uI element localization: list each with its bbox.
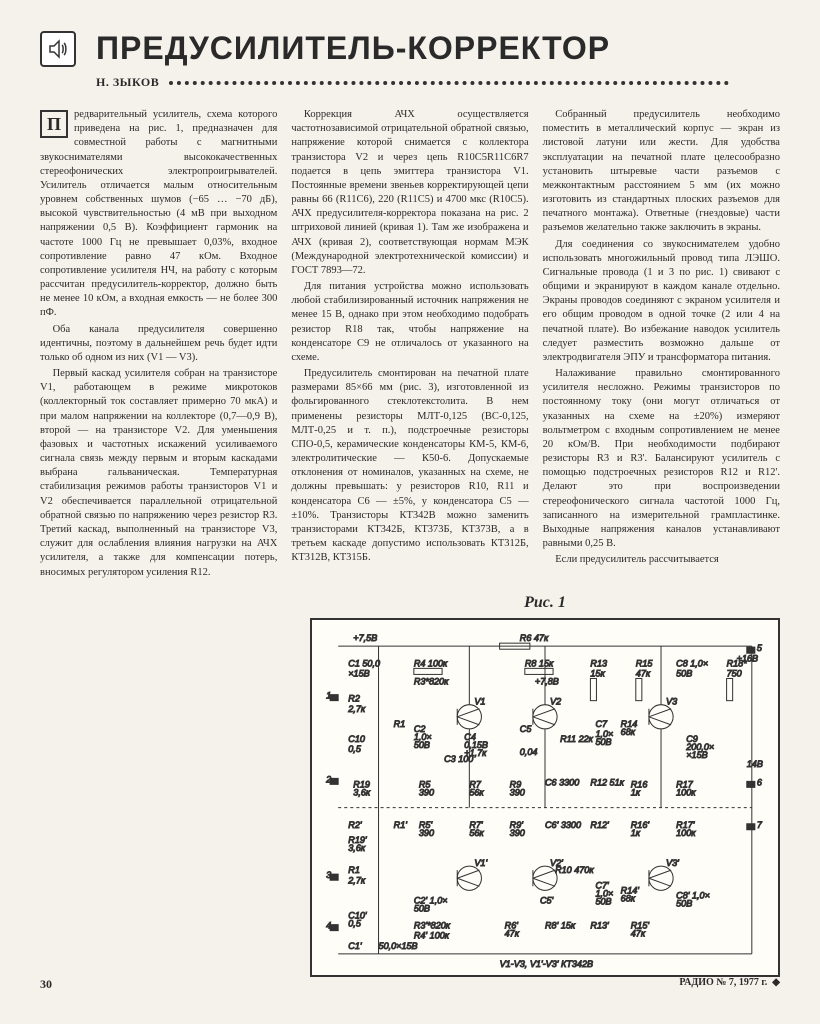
schematic-diagram: +7,5В R6 47к +16В 14В C1 50,0 ×15В R4 10… bbox=[310, 618, 780, 977]
svg-text:68к: 68к bbox=[621, 727, 636, 737]
svg-text:50В: 50В bbox=[676, 898, 692, 908]
svg-text:390: 390 bbox=[510, 828, 525, 838]
svg-text:2,7к: 2,7к bbox=[347, 875, 366, 885]
svg-text:47к: 47к bbox=[631, 928, 646, 938]
svg-text:50В: 50В bbox=[595, 896, 611, 906]
svg-text:+7,8В: +7,8В bbox=[535, 676, 559, 686]
svg-text:R10 470к: R10 470к bbox=[555, 865, 594, 875]
svg-text:C6 3300: C6 3300 bbox=[545, 777, 579, 787]
svg-text:50В: 50В bbox=[595, 737, 611, 747]
svg-text:50В: 50В bbox=[676, 668, 692, 678]
svg-text:R8' 15к: R8' 15к bbox=[545, 920, 576, 930]
svg-text:C6' 3300: C6' 3300 bbox=[545, 819, 581, 829]
para-2: Первый каскад усилителя собран на транзи… bbox=[40, 367, 277, 580]
svg-text:C5': C5' bbox=[540, 895, 554, 905]
svg-text:1к: 1к bbox=[631, 787, 641, 797]
svg-text:R3*820к: R3*820к bbox=[414, 676, 449, 686]
svg-text:50,0×15В: 50,0×15В bbox=[379, 941, 418, 951]
para-1: Оба канала предусилителя совершенно иден… bbox=[40, 323, 277, 366]
svg-text:R3'*820к: R3'*820к bbox=[414, 920, 451, 930]
svg-text:×15В: ×15В bbox=[686, 750, 707, 760]
svg-text:R4' 100к: R4' 100к bbox=[414, 930, 450, 940]
svg-text:1к: 1к bbox=[631, 828, 641, 838]
svg-text:C5: C5 bbox=[520, 724, 533, 734]
svg-text:R4 100к: R4 100к bbox=[414, 658, 448, 668]
footer-magazine: РАДИО № 7, 1977 г. ◆ bbox=[679, 977, 780, 992]
para-5: Предусилитель смонтирован на печатной пл… bbox=[291, 367, 528, 565]
para-3: Коррекция АЧХ осуществляется частотнозав… bbox=[291, 108, 528, 278]
svg-text:47к: 47к bbox=[505, 928, 520, 938]
svg-text:C1 50,0: C1 50,0 bbox=[348, 658, 380, 668]
dropcap: П bbox=[40, 110, 68, 138]
svg-text:3,6к: 3,6к bbox=[348, 843, 366, 853]
para-0: редварительный усилитель, схема которого… bbox=[40, 109, 277, 318]
para-9: Если предусилитель рассчитывается bbox=[543, 553, 780, 567]
speaker-icon bbox=[40, 31, 76, 67]
body-text: Предварительный усилитель, схема которог… bbox=[40, 108, 780, 580]
svg-text:7: 7 bbox=[757, 819, 763, 829]
svg-text:100к: 100к bbox=[676, 787, 696, 797]
svg-text:750: 750 bbox=[727, 668, 742, 678]
svg-text:R11 22к: R11 22к bbox=[560, 734, 594, 744]
svg-text:R2: R2 bbox=[348, 693, 360, 703]
svg-text:3,6к: 3,6к bbox=[353, 787, 371, 797]
svg-text:C1': C1' bbox=[348, 941, 362, 951]
svg-text:V2: V2 bbox=[550, 696, 561, 706]
svg-text:390: 390 bbox=[419, 828, 434, 838]
svg-text:68к: 68к bbox=[621, 893, 636, 903]
svg-text:100к: 100к bbox=[676, 828, 696, 838]
svg-text:C7: C7 bbox=[595, 719, 608, 729]
svg-text:50В: 50В bbox=[414, 740, 430, 750]
svg-text:47к: 47к bbox=[636, 668, 651, 678]
svg-text:15к: 15к bbox=[590, 668, 605, 678]
svg-text:R13': R13' bbox=[590, 920, 609, 930]
svg-text:14В: 14В bbox=[747, 759, 763, 769]
figure-label: Рис. 1 bbox=[310, 594, 780, 612]
svg-text:R12 51к: R12 51к bbox=[590, 777, 624, 787]
svg-text:56к: 56к bbox=[469, 828, 484, 838]
svg-text:V3': V3' bbox=[666, 858, 679, 868]
dotted-rule bbox=[169, 81, 729, 85]
svg-text:R1': R1' bbox=[394, 819, 408, 829]
svg-text:390: 390 bbox=[510, 787, 525, 797]
page-number: 30 bbox=[40, 977, 52, 992]
svg-text:0,5: 0,5 bbox=[348, 744, 362, 754]
para-7: Для соединения со звукоснимателем удобно… bbox=[543, 238, 780, 366]
svg-text:50В: 50В bbox=[414, 903, 430, 913]
svg-text:R8 15к: R8 15к bbox=[525, 658, 554, 668]
svg-text:R2': R2' bbox=[348, 819, 362, 829]
svg-text:R6 47к: R6 47к bbox=[520, 633, 549, 643]
svg-text:C10: C10 bbox=[348, 734, 365, 744]
svg-text:V1-V3, V1'-V3' КТ342В: V1-V3, V1'-V3' КТ342В bbox=[500, 959, 593, 969]
svg-text:R15: R15 bbox=[636, 658, 654, 668]
svg-text:R13: R13 bbox=[590, 658, 607, 668]
svg-text:V1': V1' bbox=[474, 858, 487, 868]
para-8: Налаживание правильно смонтированного ус… bbox=[543, 367, 780, 551]
svg-text:6: 6 bbox=[757, 777, 763, 787]
svg-text:56к: 56к bbox=[469, 787, 484, 797]
svg-text:V3: V3 bbox=[666, 696, 677, 706]
svg-text:2,7к: 2,7к bbox=[347, 703, 366, 713]
svg-text:5: 5 bbox=[757, 643, 763, 653]
svg-text:V1: V1 bbox=[474, 696, 485, 706]
svg-text:0,5: 0,5 bbox=[348, 918, 362, 928]
para-4: Для питания устройства можно использоват… bbox=[291, 280, 528, 365]
svg-text:+7,5В: +7,5В bbox=[353, 633, 377, 643]
svg-text:R1: R1 bbox=[394, 719, 406, 729]
svg-text:0,04: 0,04 bbox=[520, 747, 538, 757]
svg-text:R1: R1 bbox=[348, 865, 360, 875]
svg-text:C8 1,0×: C8 1,0× bbox=[676, 658, 708, 668]
svg-text:×15В: ×15В bbox=[348, 668, 369, 678]
article-title: ПРЕДУСИЛИТЕЛЬ-КОРРЕКТОР bbox=[96, 30, 610, 67]
svg-text:R18*: R18* bbox=[727, 658, 748, 668]
svg-text:R12': R12' bbox=[590, 819, 609, 829]
svg-text:390: 390 bbox=[419, 787, 434, 797]
author: Н. ЗЫКОВ bbox=[96, 75, 159, 89]
para-6: Собранный предусилитель необходимо помес… bbox=[543, 108, 780, 236]
